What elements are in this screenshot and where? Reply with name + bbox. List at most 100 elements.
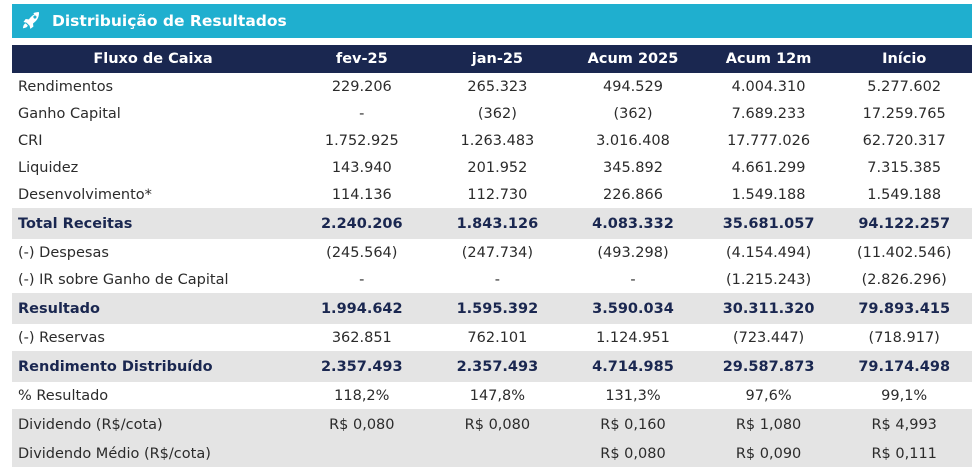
value-cell: (245.564) (326, 244, 398, 261)
value-cell: 226.866 (603, 186, 663, 203)
value-cell: (11.402.546) (857, 244, 952, 261)
value-cell: 2.357.493 (429, 351, 566, 382)
header-row: Fluxo de Caixa fev-25 jan-25 Acum 2025 A… (12, 45, 972, 73)
value-cell: 265.323 (467, 78, 528, 95)
value-cell: 131,3% (605, 387, 661, 404)
row-label: Resultado (12, 293, 294, 324)
value-cell: 2.357.493 (294, 351, 430, 382)
table-row: (-) Despesas (245.564) (247.734) (493.298) (… (12, 239, 972, 266)
value-cell (429, 440, 566, 467)
table-row: % Resultado 118,2% 147,8% 131,3% 97,6% 99,1% (12, 382, 972, 409)
value-cell: 1.843.126 (429, 208, 566, 239)
table-row: Resultado 1.994.642 1.595.392 3.590.034 30.3… (12, 293, 972, 324)
value-cell: (247.734) (461, 244, 534, 261)
value-cell: 99,1% (881, 387, 928, 404)
value-cell: 494.529 (603, 78, 663, 95)
value-cell: - (494, 271, 500, 288)
value-cell: R$ 0,080 (565, 440, 701, 467)
value-cell: R$ 0,160 (565, 409, 701, 440)
header-cell: fev-25 (335, 51, 388, 67)
value-cell: 3.590.034 (565, 293, 701, 324)
row-label: Dividendo (R$/cota) (12, 409, 294, 440)
value-cell: 97,6% (745, 387, 792, 404)
value-cell: (723.447) (732, 329, 805, 346)
value-cell: R$ 0,090 (700, 440, 837, 467)
rocket-icon (20, 10, 42, 32)
header-cell: Início (882, 51, 927, 67)
value-cell: 7.689.233 (731, 105, 806, 122)
value-cell: R$ 0,080 (429, 409, 566, 440)
value-cell (294, 440, 430, 467)
value-cell: 17.777.026 (727, 132, 811, 149)
header-cell: Acum 2025 (587, 51, 679, 67)
row-label: (-) IR sobre Ganho de Capital (18, 271, 229, 288)
value-cell: 7.315.385 (867, 159, 942, 176)
value-cell: 1.549.188 (867, 186, 942, 203)
row-label: Total Receitas (12, 208, 294, 239)
panel-title: Distribuição de Resultados (52, 12, 287, 30)
cash-flow-table: Fluxo de Caixa fev-25 jan-25 Acum 2025 A… (12, 45, 972, 467)
value-cell: 118,2% (334, 387, 390, 404)
value-cell: 4.714.985 (565, 351, 701, 382)
value-cell: (4.154.494) (726, 244, 812, 261)
value-cell: (362) (477, 105, 517, 122)
row-label: (-) Despesas (18, 244, 109, 261)
value-cell: (718.917) (868, 329, 940, 346)
value-cell: 1.263.483 (460, 132, 535, 149)
row-label: Rendimentos (18, 78, 114, 95)
value-cell: 1.752.925 (324, 132, 399, 149)
table-row: Desenvolvimento* 114.136 112.730 226.866 1.5… (12, 181, 972, 208)
value-cell: 79.174.498 (836, 351, 972, 382)
value-cell: 229.206 (331, 78, 392, 95)
value-cell: 201.952 (467, 159, 528, 176)
table-row: Rendimento Distribuído 2.357.493 2.357.493… (12, 351, 972, 382)
header-cell: Fluxo de Caixa (93, 51, 213, 67)
value-cell: 1.994.642 (294, 293, 430, 324)
value-cell: 143.940 (331, 159, 392, 176)
row-label: % Resultado (18, 387, 109, 404)
table-row: Rendimentos 229.206 265.323 494.529 4.004.31… (12, 73, 972, 100)
value-cell: 112.730 (467, 186, 528, 203)
value-cell: 94.122.257 (836, 208, 972, 239)
value-cell: - (630, 271, 636, 288)
value-cell: (493.298) (597, 244, 669, 261)
header-cell: jan-25 (471, 51, 524, 67)
value-cell: (1.215.243) (726, 271, 812, 288)
row-label: (-) Reservas (18, 329, 105, 346)
table-row: CRI 1.752.925 1.263.483 3.016.408 17.777.026… (12, 127, 972, 154)
table-row: (-) IR sobre Ganho de Capital - - - (1.215.2… (12, 266, 972, 293)
header-cell: Acum 12m (725, 51, 812, 67)
value-cell: 1.549.188 (731, 186, 806, 203)
value-cell: 5.277.602 (867, 78, 942, 95)
value-cell: 345.892 (603, 159, 663, 176)
value-cell: 1.595.392 (429, 293, 566, 324)
value-cell: 30.311.320 (700, 293, 837, 324)
table-row: Dividendo Médio (R$/cota) R$ 0,080 R$ 0,09… (12, 440, 972, 467)
row-label: CRI (18, 132, 43, 149)
value-cell: 29.587.873 (700, 351, 837, 382)
row-label: Ganho Capital (18, 105, 121, 122)
value-cell: - (359, 271, 365, 288)
value-cell: 79.893.415 (836, 293, 972, 324)
row-label: Desenvolvimento* (18, 186, 152, 203)
table-row: (-) Reservas 362.851 762.101 1.124.951 (723.… (12, 324, 972, 351)
value-cell: R$ 0,111 (836, 440, 972, 467)
value-cell: 4.004.310 (731, 78, 806, 95)
value-cell: 4.083.332 (565, 208, 701, 239)
value-cell: 362.851 (331, 329, 392, 346)
table-row: Liquidez 143.940 201.952 345.892 4.661.299 7.… (12, 154, 972, 181)
row-label: Rendimento Distribuído (12, 351, 294, 382)
value-cell: 35.681.057 (700, 208, 837, 239)
value-cell: 114.136 (331, 186, 392, 203)
value-cell: - (359, 105, 365, 122)
value-cell: 4.661.299 (731, 159, 806, 176)
value-cell: 62.720.317 (862, 132, 946, 149)
value-cell: (2.826.296) (861, 271, 947, 288)
value-cell: 17.259.765 (862, 105, 946, 122)
table-row: Dividendo (R$/cota) R$ 0,080 R$ 0,080 R$ 0,… (12, 409, 972, 440)
results-panel: Distribuição de Resultados Fluxo de Caix… (12, 0, 972, 467)
value-cell: 3.016.408 (596, 132, 670, 149)
value-cell: R$ 1,080 (700, 409, 837, 440)
table-row: Ganho Capital - (362) (362) 7.689.233 17.259.… (12, 100, 972, 127)
value-cell: R$ 4,993 (836, 409, 972, 440)
